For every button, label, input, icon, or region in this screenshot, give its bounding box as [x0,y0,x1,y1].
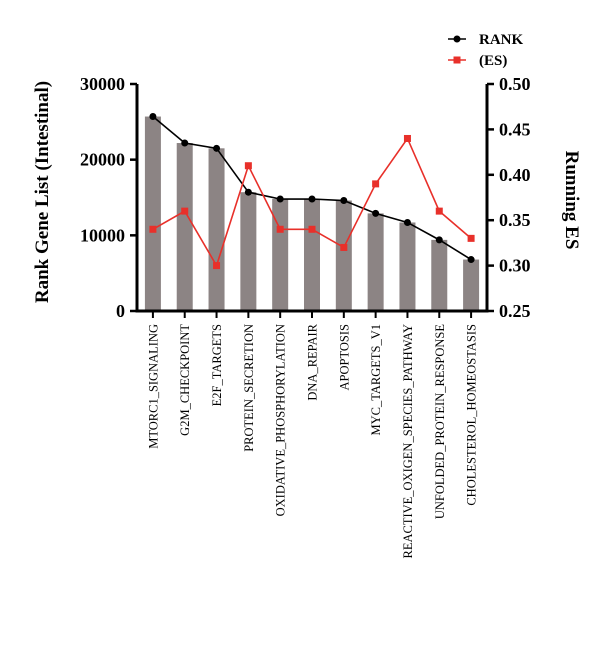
es-point-5 [276,225,284,233]
y2-tick-label-2: 0.30 [499,256,531,276]
legend-es-marker [453,56,461,64]
legend-rank-label: RANK [479,32,523,48]
bar-1 [144,116,161,311]
x-tick-label-1: MTORC1_SIGNALING [146,324,160,449]
es-point-6 [308,225,316,233]
x-tick-label-8: MYC_TARGETS_V1 [369,324,383,436]
y2-axis-title: Running ES [561,151,582,250]
rank-point-4 [244,188,252,196]
es-point-10 [435,207,443,215]
bar-2 [176,143,193,311]
es-point-2 [181,207,189,215]
bar-4 [240,192,257,311]
rank-point-5 [276,195,284,203]
rank-point-11 [467,256,475,264]
bar-7 [335,200,352,311]
x-tick-label-7: APOPTOSIS [337,324,351,391]
legend-es-label: (ES) [479,53,507,69]
y-tick-label-3: 20000 [80,150,125,170]
rank-point-7 [340,197,348,205]
y2-tick-label-5: 0.45 [499,119,531,139]
bar-6 [304,199,320,311]
rank-point-2 [181,139,189,147]
x-tick-label-10: UNFOLDED_PROTEIN_RESPONSE [433,324,447,520]
x-tick-label-2: G2M_CHECKPOINT [178,324,192,436]
rank-point-9 [403,218,411,226]
y2-tick-label-6: 0.50 [499,74,531,94]
rank-point-8 [372,209,380,217]
es-point-9 [403,134,411,142]
x-tick-label-4: PROTEIN_SECRETION [242,324,256,452]
y2-tick-label-3: 0.35 [499,210,531,230]
x-tick-label-6: DNA_REPAIR [306,323,320,400]
legend-rank-marker [453,35,461,43]
bar-10 [431,239,448,311]
rank-point-1 [149,113,157,121]
es-point-7 [340,243,348,251]
legend: RANK (ES) [448,32,523,69]
y-tick-label-2: 10000 [80,225,125,245]
bar-3 [208,148,225,311]
y-tick-label-4: 30000 [80,74,125,94]
x-tick-label-9: REACTIVE_OXIGEN_SPECIES_PATHWAY [401,324,415,559]
es-point-3 [213,262,221,270]
es-point-4 [244,162,252,170]
x-tick-label-11: CHOLESTEROL_HOMEOSTASIS [465,324,479,506]
x-tick-label-3: E2F_TARGETS [210,324,224,406]
rank-point-3 [213,144,221,152]
bar-5 [272,199,289,311]
es-point-11 [467,234,475,242]
rank-point-10 [435,236,443,244]
y-tick-label-1: 0 [116,301,125,321]
bar-9 [399,222,416,311]
es-point-1 [149,225,157,233]
x-tick-label-5: OXIDATIVE_PHOSPHORYLATION [274,324,288,516]
y2-tick-label-4: 0.40 [499,165,531,185]
y2-tick-label-1: 0.25 [499,301,531,321]
rank-point-6 [308,195,316,203]
es-point-8 [372,180,380,188]
bar-8 [367,213,384,311]
bar-11 [463,259,480,311]
y-axis-title: Rank Gene List (Intestinal) [32,81,53,303]
